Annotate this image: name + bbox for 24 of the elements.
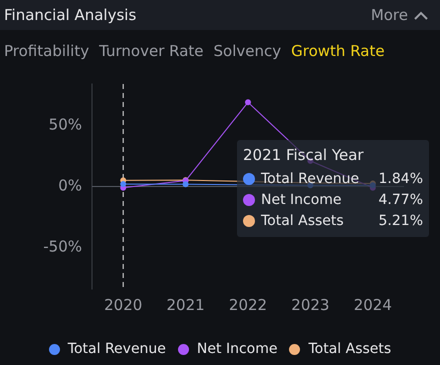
- text: Total Revenue: [68, 341, 166, 357]
- y-tick-label: -50%: [43, 237, 82, 256]
- x-tick-label: 2023: [291, 296, 330, 314]
- y-tick-label: 50%: [48, 115, 82, 134]
- text: Total Assets: [308, 341, 392, 357]
- annotation: 1.84%: [378, 170, 423, 186]
- text: Turnover Rate: [99, 42, 204, 60]
- legend-label: Net Income: [261, 192, 343, 208]
- text: Solvency: [214, 42, 282, 60]
- x-tick-label: 2020: [104, 296, 142, 314]
- legend-label: Total Assets: [261, 212, 345, 228]
- x-tick-label: 2022: [228, 296, 268, 314]
- text: Net Income: [196, 341, 278, 357]
- annotation: 4.77%: [378, 192, 423, 208]
- text: More: [370, 6, 408, 24]
- text: Growth Rate: [291, 42, 385, 60]
- text: Profitability: [4, 42, 90, 60]
- legend-label: Total Revenue: [261, 170, 360, 186]
- annotation: 5.21%: [378, 212, 423, 228]
- x-tick-label: 2021: [166, 296, 205, 314]
- chart-title: Financial Analysis: [4, 6, 136, 24]
- annotation: 2021 Fiscal Year: [243, 146, 365, 164]
- x-tick-label: 2024: [354, 296, 392, 314]
- y-tick-label: 0%: [58, 176, 82, 194]
